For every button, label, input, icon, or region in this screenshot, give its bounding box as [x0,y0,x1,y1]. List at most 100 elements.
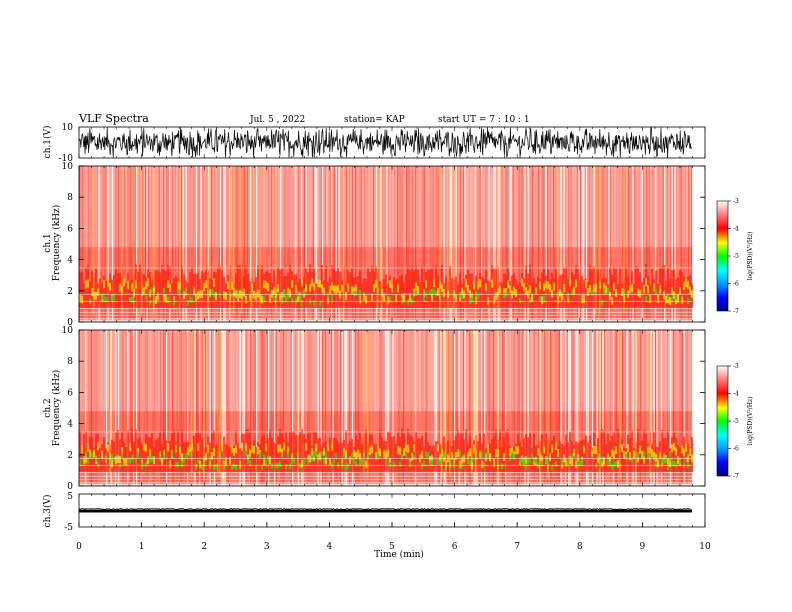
spectrogram-streak [683,330,685,486]
spectrogram-yellow-spike [93,166,95,315]
spectrogram-streak [178,166,180,322]
spectrogram-green [121,452,123,458]
spectrogram-yellow [461,456,463,465]
spectrogram-green [607,288,609,294]
spectrogram-band [361,443,363,472]
spectrogram-streak [125,166,127,322]
spectrogram-streak [382,166,384,322]
spectrogram-streak [496,166,498,322]
spectrogram-yellow [353,286,355,295]
spectrogram-yellow [225,292,227,300]
spectrogram-green [151,287,153,293]
spectrogram-yellow [329,458,331,466]
spec2-ylabel-frequency: Frequency (kHz) [51,370,62,447]
spectrogram-streak [202,166,204,322]
spectrogram-green [503,292,505,299]
spectrogram-streak [584,330,586,486]
spectrogram-band [633,447,635,472]
spectrogram-green [285,463,287,470]
spectrogram-streak [328,166,330,322]
spectrogram-yellow [637,288,639,297]
spectrogram-band [377,447,379,472]
spectrogram-yellow [199,460,201,469]
spectrogram-band [223,436,225,472]
spectrogram-yellow [95,291,97,300]
spectrogram-green [171,451,173,457]
spectrogram-band [533,277,535,308]
spectrogram-streak [244,330,246,486]
spectrogram-streak [488,330,490,486]
spectrogram-streak [151,330,153,486]
spectrogram-streak [127,166,129,322]
spectrogram-streak [436,330,438,486]
spectrogram-streak [127,330,129,486]
spectrogram-band [661,429,663,472]
spectrogram-yellow [319,452,321,461]
spectrogram-yellow [653,283,655,292]
spectrogram-yellow [245,295,247,304]
spectrogram-band [625,266,627,308]
spectrogram-streak [130,166,132,322]
spectrogram-streak [214,330,216,486]
spectrogram-yellow [345,292,347,300]
spectrogram-streak [517,330,519,486]
spectrogram-band [329,437,331,472]
spectrogram-yellow [689,286,691,295]
spectrogram-streak [544,166,546,322]
spectrogram-streak [236,166,238,322]
spectrogram-yellow [159,451,161,460]
spectrogram-streak [211,166,213,322]
spectrogram-yellow [147,456,149,464]
spectrogram-streak [523,166,525,322]
spectrogram-streak [556,166,558,322]
spectrogram-streak [535,330,537,486]
spectrogram-streak [440,166,442,322]
spectrogram-streak [386,330,388,486]
spectrogram-yellow [477,281,479,290]
spectrogram-streak [368,330,370,486]
spectrogram-band [239,448,241,472]
spectrogram-base [79,319,692,322]
spectrogram-streak [163,330,165,486]
spectrogram-yellow [443,453,445,462]
spectrogram-yellow [163,294,165,302]
spectrogram-band [431,268,433,308]
spectrogram-streak [445,166,447,322]
spectrogram-band [281,268,283,308]
spectrogram-streak [143,330,145,486]
spectrogram-yellow [389,280,391,288]
spectrogram-streak [403,330,405,486]
spectrogram-green [249,460,251,466]
colorbar-tick-label: -3 [733,363,739,370]
spectrogram-streak [545,166,547,322]
spectrogram-streak [641,166,643,322]
spectrogram-streak [571,166,573,322]
spectrogram-streak [383,330,385,486]
spectrogram-yellow [595,446,597,454]
spectrogram-yellow [489,453,491,462]
spectrogram-streak [241,330,243,486]
spectrogram-yellow [613,450,615,459]
spectrogram-band [577,269,579,308]
xtick-label: 6 [452,542,458,552]
spectrogram-streak [185,166,187,322]
spectrogram-band [615,443,617,472]
spectrogram-streak [181,166,183,322]
spectrogram-band [205,269,207,308]
spectrogram-streak [232,330,234,486]
spectrogram-yellow [433,279,435,288]
spectrogram-band [445,276,447,308]
spectrogram-streak [458,166,460,322]
spectrogram-streak [329,330,331,486]
spectrogram-band [685,279,687,308]
spectrogram-streak [284,330,286,486]
spectrogram-streak [649,166,651,322]
spectrogram-yellow-spike [233,166,235,315]
spectrogram-streak [427,166,429,322]
spectrogram-streak [299,330,301,486]
spectrogram-streak [325,166,327,322]
spectrogram-streak [142,166,144,322]
spectrogram-streak [196,166,198,322]
spectrogram-streak [143,166,145,322]
